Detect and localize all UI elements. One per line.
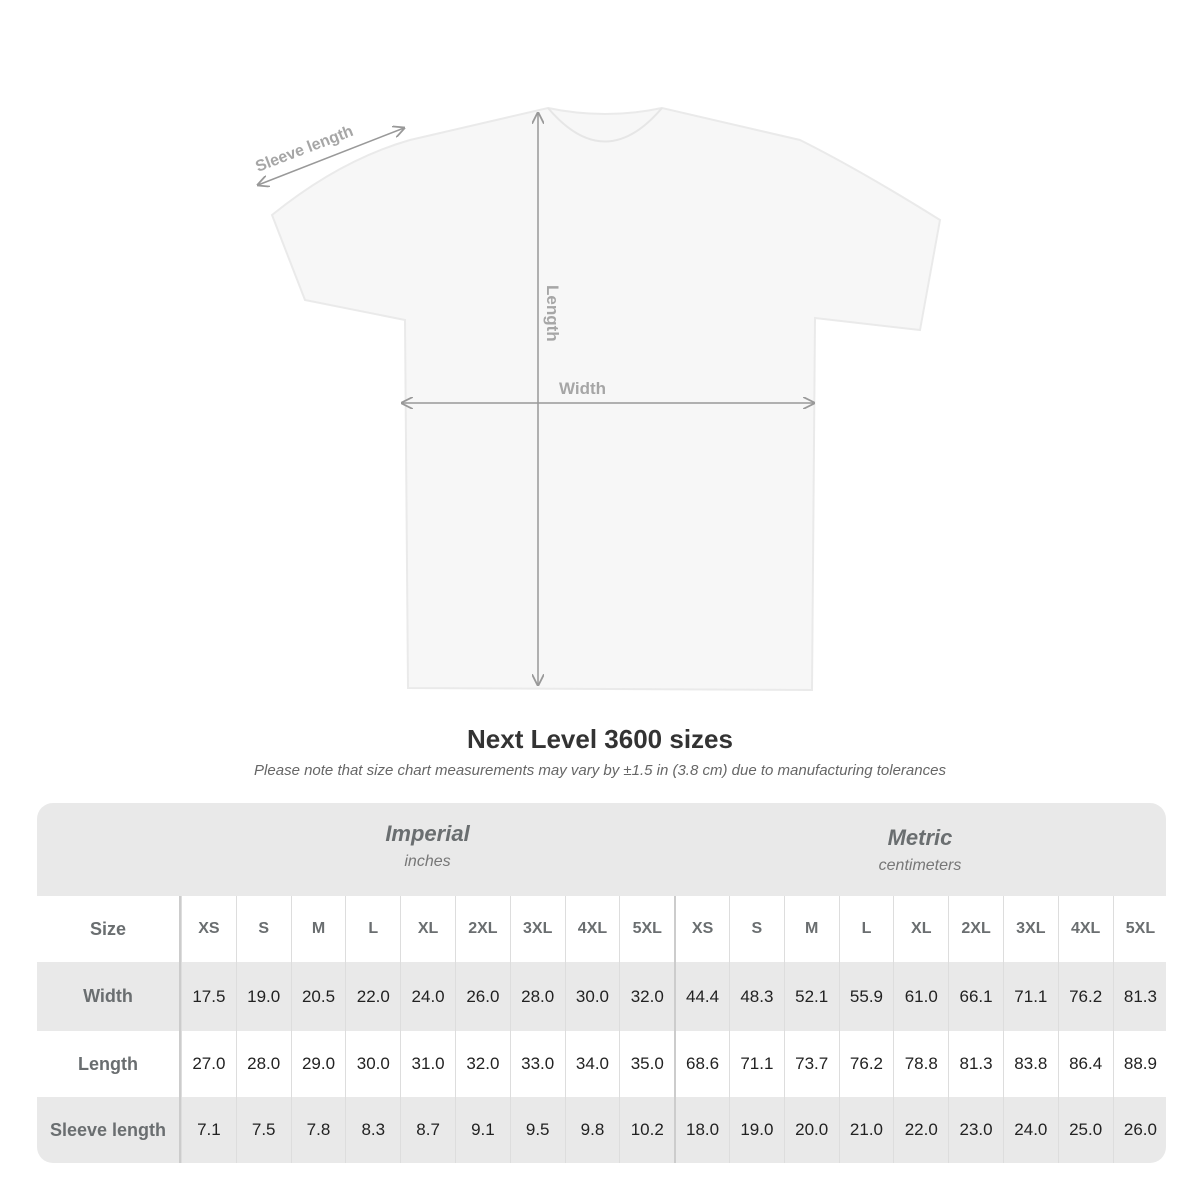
- value-cell: 52.1: [783, 962, 839, 1031]
- value-cell: 8.7: [400, 1097, 455, 1163]
- system-header: Imperial inches Metric centimeters: [37, 803, 1166, 896]
- measurement-row: Width 17.5 19.0 20.5 22.0 24.0 26.0 28.0 30.0 32.…: [37, 962, 1166, 1031]
- imperial-title: Imperial: [385, 821, 470, 846]
- value-cell: 25.0: [1057, 1097, 1113, 1163]
- value-cell: 32.0: [454, 1031, 510, 1097]
- value-cell: 61.0: [893, 962, 948, 1031]
- value-cell: 76.2: [838, 1031, 894, 1097]
- size-header-cell: XS: [674, 896, 729, 962]
- size-header-cell: 5XL: [619, 896, 674, 962]
- value-cell: 34.0: [564, 1031, 620, 1097]
- value-cell: 26.0: [454, 962, 510, 1031]
- width-label: Width: [559, 379, 606, 398]
- size-header-cell: 2XL: [454, 896, 510, 962]
- imperial-header: Imperial inches: [181, 821, 674, 871]
- tolerance-note: Please note that size chart measurements…: [254, 762, 946, 779]
- value-cell: 66.1: [948, 962, 1003, 1031]
- value-cell: 27.0: [181, 1031, 236, 1097]
- value-cell: 73.7: [783, 1031, 839, 1097]
- row-label: Length: [37, 1031, 181, 1097]
- value-cell: 78.8: [893, 1031, 948, 1097]
- value-cell: 9.8: [564, 1097, 620, 1163]
- value-cell: 31.0: [400, 1031, 455, 1097]
- value-cell: 10.2: [619, 1097, 674, 1163]
- value-cell: 33.0: [509, 1031, 565, 1097]
- value-cell: 76.2: [1057, 962, 1113, 1031]
- value-cell: 48.3: [728, 962, 784, 1031]
- metric-unit: centimeters: [878, 857, 962, 874]
- value-cell: 83.8: [1002, 1031, 1058, 1097]
- value-cell: 24.0: [1002, 1097, 1058, 1163]
- value-cell: 81.3: [948, 1031, 1003, 1097]
- sleeve-arrow: [258, 128, 404, 185]
- value-cell: 19.0: [728, 1097, 784, 1163]
- value-cell: 29.0: [290, 1031, 346, 1097]
- value-cell: 9.1: [454, 1097, 510, 1163]
- size-label: Size: [37, 896, 181, 962]
- value-cell: 30.0: [564, 962, 620, 1031]
- value-cell: 21.0: [838, 1097, 894, 1163]
- size-header-cell: 3XL: [509, 896, 565, 962]
- size-table: Imperial inches Metric centimeters Size X…: [37, 803, 1166, 1163]
- size-header-cell: XS: [181, 896, 236, 962]
- row-label: Width: [37, 962, 181, 1031]
- value-cell: 88.9: [1112, 1031, 1166, 1097]
- size-header-cell: XL: [400, 896, 455, 962]
- value-cell: 23.0: [948, 1097, 1003, 1163]
- value-cell: 26.0: [1112, 1097, 1166, 1163]
- value-cell: 17.5: [181, 962, 236, 1031]
- size-header-cell: 5XL: [1112, 896, 1166, 962]
- size-header-cell: 4XL: [1057, 896, 1113, 962]
- value-cell: 86.4: [1057, 1031, 1113, 1097]
- tshirt-shape: [270, 106, 942, 692]
- size-header-cell: S: [235, 896, 291, 962]
- value-cell: 28.0: [235, 1031, 291, 1097]
- imperial-unit: inches: [404, 853, 451, 870]
- measurement-row: Sleeve length 7.1 7.5 7.8 8.3 8.7 9.1 9.5 9.8 10.…: [37, 1097, 1166, 1163]
- size-header-cell: XL: [893, 896, 948, 962]
- value-cell: 35.0: [619, 1031, 674, 1097]
- value-cell: 9.5: [509, 1097, 565, 1163]
- value-cell: 19.0: [235, 962, 291, 1031]
- value-cell: 71.1: [728, 1031, 784, 1097]
- value-cell: 44.4: [674, 962, 729, 1031]
- tshirt-diagram: Sleeve length Length Width: [253, 106, 942, 692]
- size-header-cell: 4XL: [564, 896, 620, 962]
- value-cell: 71.1: [1002, 962, 1058, 1031]
- value-cell: 24.0: [400, 962, 455, 1031]
- size-header-cell: L: [838, 896, 894, 962]
- size-header-cell: L: [345, 896, 400, 962]
- size-header-cell: 3XL: [1002, 896, 1058, 962]
- value-cell: 7.1: [181, 1097, 236, 1163]
- value-cell: 22.0: [893, 1097, 948, 1163]
- value-cell: 32.0: [619, 962, 674, 1031]
- size-header-cell: S: [728, 896, 784, 962]
- metric-header: Metric centimeters: [674, 825, 1166, 875]
- size-header-cell: 2XL: [948, 896, 1003, 962]
- value-cell: 55.9: [838, 962, 894, 1031]
- value-cell: 30.0: [345, 1031, 400, 1097]
- row-label: Sleeve length: [37, 1097, 181, 1163]
- value-cell: 22.0: [345, 962, 400, 1031]
- value-cell: 28.0: [509, 962, 565, 1031]
- size-header-row: Size XS S M L XL 2XL 3XL 4XL 5XL XS S M L XL 2XL 3XL 4XL 5…: [37, 896, 1166, 962]
- size-header-cell: M: [783, 896, 839, 962]
- measurement-row: Length 27.0 28.0 29.0 30.0 31.0 32.0 33.0 34.0 35…: [37, 1031, 1166, 1097]
- length-label: Length: [543, 285, 562, 342]
- value-cell: 81.3: [1112, 962, 1166, 1031]
- page-title: Next Level 3600 sizes: [467, 724, 733, 754]
- value-cell: 18.0: [674, 1097, 729, 1163]
- value-cell: 68.6: [674, 1031, 729, 1097]
- value-cell: 7.5: [235, 1097, 291, 1163]
- size-header-cell: M: [290, 896, 346, 962]
- value-cell: 20.0: [783, 1097, 839, 1163]
- value-cell: 7.8: [290, 1097, 346, 1163]
- metric-title: Metric: [887, 825, 953, 850]
- value-cell: 20.5: [290, 962, 346, 1031]
- value-cell: 8.3: [345, 1097, 400, 1163]
